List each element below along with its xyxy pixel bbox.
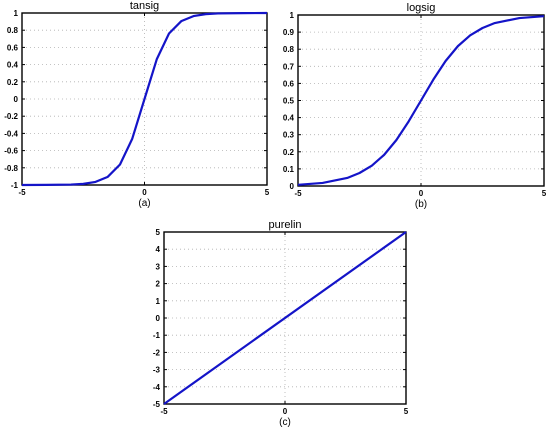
y-tick-label: -5	[153, 400, 161, 409]
y-tick-label: -4	[153, 383, 161, 392]
series-line-logsig	[297, 15, 545, 186]
x-tick-label: 5	[265, 188, 270, 197]
chart-panel-3: -5 -4 -3 -2 -1 0 1 2 3 4 5 -5 0 5 purelin (c)	[153, 219, 409, 428]
x-tick-label: 0	[283, 407, 288, 416]
y-tick-label: 0.5	[283, 97, 295, 106]
chart-panel-1: -1 -0.8 -0.6 -0.4 -0.2 0 0.2 0.4 0.6 0.8 1 -5 0 5 tans…	[4, 0, 270, 209]
y-tick-label: 0	[290, 182, 295, 191]
y-tick-label: 1	[156, 297, 161, 306]
y-tick-label: -2	[153, 348, 161, 357]
x-tick-label: 5	[404, 407, 409, 416]
y-tick-label: -1	[11, 181, 19, 190]
y-tick-label: 5	[156, 228, 161, 237]
y-tick-label: 0.8	[283, 45, 295, 54]
x-tick-label: 0	[142, 188, 147, 197]
y-tick-label: -0.8	[4, 164, 18, 173]
x-tick-label: 0	[419, 189, 424, 198]
chart-panel-2: 00.10.20.30.40.50.60.70.80.91-5 0 5logsig(…	[283, 2, 547, 210]
y-tick-label: 0.9	[283, 28, 295, 37]
chart-caption: (c)	[279, 417, 291, 428]
y-tick-label: -0.4	[4, 129, 18, 138]
y-tick-label: 3	[156, 262, 161, 271]
y-tick-label: 0	[156, 314, 161, 323]
y-tick-label: -3	[153, 366, 161, 375]
chart-title: purelin	[268, 219, 301, 231]
y-tick-label: 0.2	[283, 148, 295, 157]
x-tick-label: -5	[294, 189, 302, 198]
y-tick-label: 0.4	[7, 61, 19, 70]
y-tick-label: 0.2	[7, 78, 19, 87]
y-tick-label: 4	[156, 245, 161, 254]
series-line-tansig	[21, 11, 268, 187]
y-tick-label: -0.6	[4, 147, 18, 156]
chart-caption: (a)	[138, 198, 150, 209]
y-tick-label: 0.4	[283, 114, 295, 123]
y-tick-label: 0.8	[7, 26, 19, 35]
y-tick-label: 0.6	[283, 79, 295, 88]
y-tick-label: 0.6	[7, 43, 19, 52]
y-tick-label: 1	[14, 9, 19, 18]
y-tick-label: -1	[153, 331, 161, 340]
x-tick-label: -5	[18, 188, 26, 197]
series-line-purelin	[163, 231, 407, 405]
chart-title: tansig	[130, 0, 159, 12]
chart-title: logsig	[407, 2, 436, 14]
x-tick-label: 5	[542, 189, 547, 198]
chart-caption: (b)	[415, 199, 427, 210]
y-tick-label: 2	[156, 280, 161, 289]
y-tick-label: 0	[14, 95, 19, 104]
y-tick-label: 0.7	[283, 62, 295, 71]
y-tick-label: 0.3	[283, 131, 295, 140]
y-tick-label: 1	[290, 11, 295, 20]
x-tick-label: -5	[160, 407, 168, 416]
y-tick-label: -0.2	[4, 112, 18, 121]
y-tick-label: 0.1	[283, 165, 295, 174]
